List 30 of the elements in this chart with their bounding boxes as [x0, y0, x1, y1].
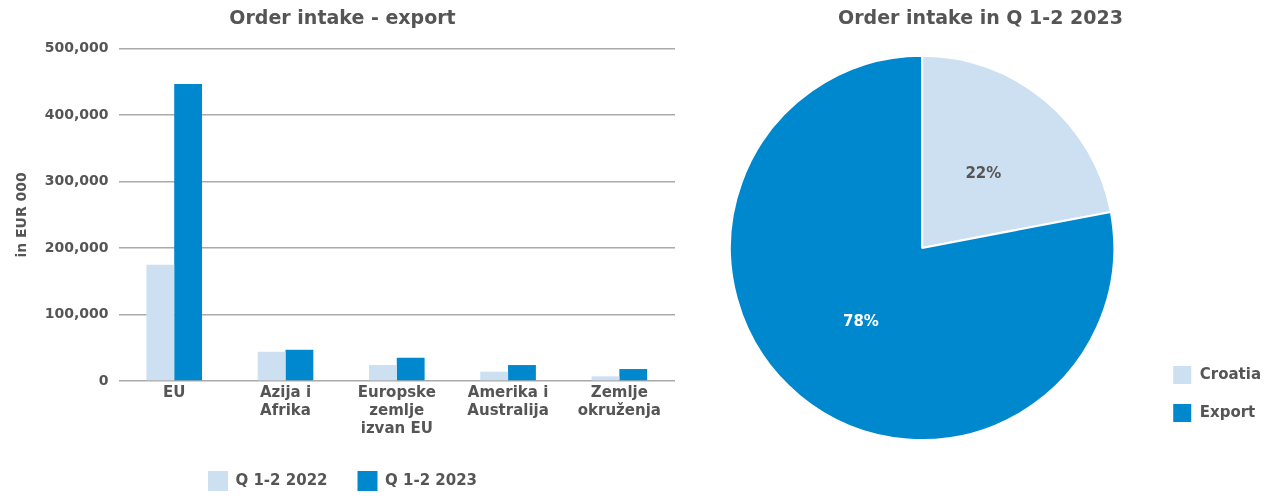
bar	[368, 365, 397, 381]
bar	[285, 349, 314, 381]
chart-title: Order intake - export	[229, 6, 456, 29]
y-axis-title: in EUR 000	[13, 171, 30, 258]
y-tick-label: 200,000	[44, 238, 109, 255]
y-tick-label: 300,000	[44, 172, 109, 189]
y-tick-label: 100,000	[44, 305, 109, 322]
y-tick-label: 500,000	[44, 39, 109, 56]
chart-title: Order intake in Q 1-2 2023	[838, 6, 1123, 29]
data-label: 78%	[842, 311, 879, 330]
bar	[174, 84, 203, 381]
bar	[508, 365, 536, 381]
legend-label: Croatia	[1199, 364, 1262, 383]
x-tick-label: Europske zemlje izvan EU	[357, 382, 436, 437]
data-label: 22%	[965, 163, 1002, 182]
x-tick-label: EU	[162, 382, 186, 401]
y-tick-label: 400,000	[44, 105, 109, 122]
x-tick-label: Amerika i Australija	[467, 382, 549, 419]
bar	[591, 376, 620, 381]
bar	[146, 264, 175, 381]
legend-label: Q 1-2 2023	[385, 470, 478, 489]
bar	[480, 371, 509, 381]
bar	[619, 369, 648, 381]
bar	[257, 351, 286, 381]
x-tick-label: Zemlje okruženja	[577, 382, 661, 419]
legend-label: Export	[1199, 402, 1256, 421]
x-tick-label: Azija i Afrika	[259, 382, 312, 419]
legend-label: Q 1-2 2022	[235, 470, 328, 489]
bar	[396, 357, 425, 381]
y-tick-label: 0	[98, 371, 109, 388]
